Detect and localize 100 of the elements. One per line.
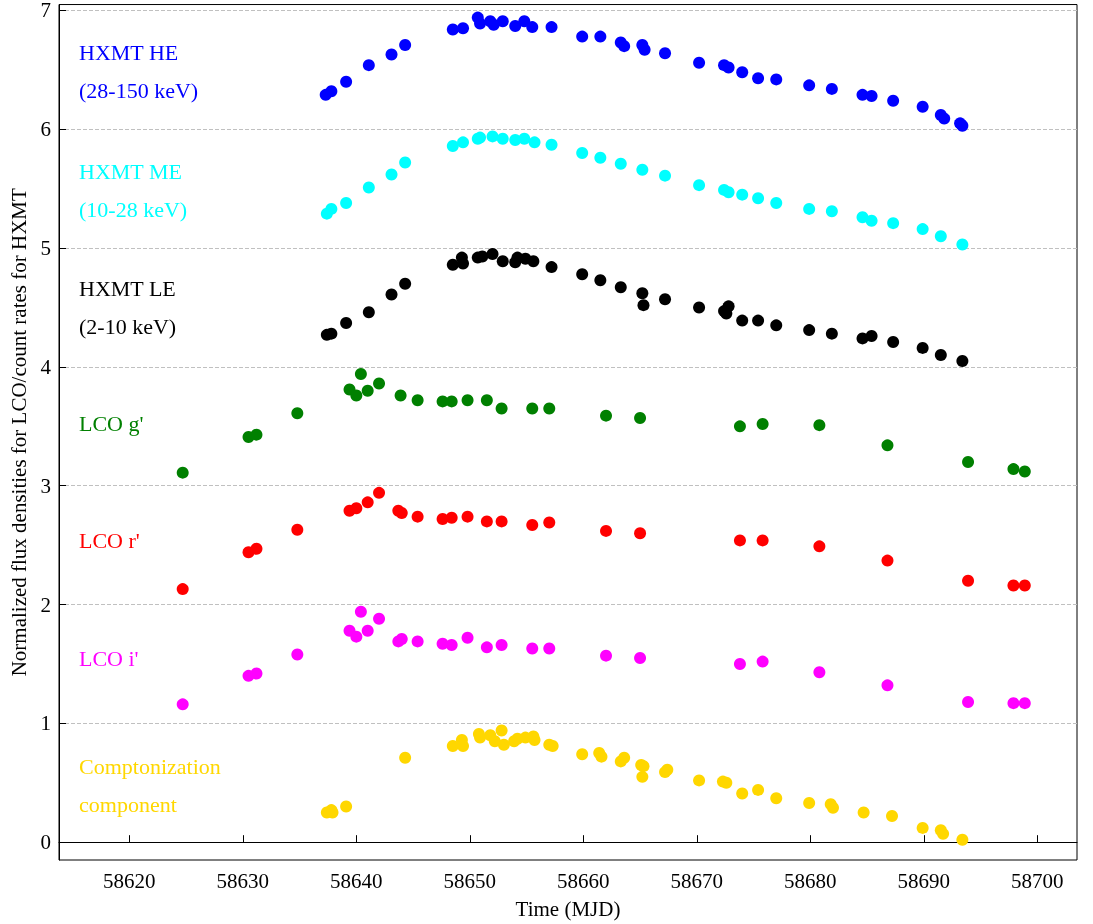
point bbox=[250, 667, 263, 680]
point bbox=[1007, 579, 1020, 592]
point bbox=[457, 22, 470, 35]
point bbox=[373, 486, 386, 499]
point bbox=[350, 389, 363, 402]
point bbox=[496, 132, 509, 145]
point bbox=[614, 157, 627, 170]
x-tick-label: 58680 bbox=[784, 868, 837, 893]
x-tick-label: 58620 bbox=[103, 868, 156, 893]
point bbox=[659, 47, 672, 60]
point bbox=[770, 792, 783, 805]
point bbox=[634, 652, 647, 665]
point bbox=[722, 61, 735, 74]
point bbox=[291, 523, 304, 536]
x-tick-label: 58640 bbox=[330, 868, 383, 893]
point bbox=[526, 518, 539, 531]
point bbox=[373, 377, 386, 390]
point bbox=[916, 100, 929, 113]
point bbox=[373, 612, 386, 625]
point bbox=[545, 21, 558, 34]
point bbox=[445, 638, 458, 651]
point bbox=[543, 516, 556, 529]
point bbox=[813, 419, 826, 432]
point bbox=[637, 299, 650, 312]
point bbox=[803, 796, 816, 809]
point bbox=[693, 774, 706, 787]
point bbox=[461, 631, 474, 644]
point bbox=[1007, 463, 1020, 476]
point bbox=[881, 439, 894, 452]
point bbox=[825, 82, 838, 95]
point bbox=[457, 136, 470, 149]
point bbox=[399, 38, 412, 51]
point bbox=[1007, 697, 1020, 710]
point bbox=[340, 316, 353, 329]
point bbox=[857, 806, 870, 819]
point bbox=[803, 324, 816, 337]
point bbox=[756, 417, 769, 430]
point bbox=[545, 261, 558, 274]
point bbox=[756, 534, 769, 547]
point bbox=[934, 349, 947, 362]
point bbox=[340, 196, 353, 209]
x-tick-label: 58670 bbox=[670, 868, 724, 893]
point bbox=[411, 510, 424, 523]
y-tick-label: 7 bbox=[40, 0, 51, 23]
point bbox=[956, 354, 969, 367]
point bbox=[576, 268, 589, 281]
y-tick-label: 6 bbox=[40, 117, 51, 142]
x-tick-label: 58660 bbox=[557, 868, 610, 893]
point bbox=[497, 738, 510, 751]
point bbox=[496, 15, 509, 28]
point bbox=[340, 800, 353, 813]
point bbox=[752, 192, 765, 205]
point bbox=[825, 327, 838, 340]
point bbox=[752, 314, 765, 327]
point bbox=[733, 534, 746, 547]
point bbox=[527, 255, 540, 268]
point bbox=[361, 384, 374, 397]
point bbox=[480, 394, 493, 407]
point bbox=[736, 188, 749, 201]
text: HXMT HE (28-150 keV) bbox=[79, 40, 199, 104]
point bbox=[325, 85, 338, 98]
point bbox=[486, 248, 499, 261]
point bbox=[461, 394, 474, 407]
point bbox=[962, 574, 975, 587]
x-tick-label: 58690 bbox=[897, 868, 951, 893]
y-tick-label: 5 bbox=[40, 236, 51, 261]
point bbox=[618, 40, 631, 53]
point bbox=[411, 635, 424, 648]
point bbox=[736, 314, 749, 327]
point bbox=[916, 341, 929, 354]
y-tick-label: 4 bbox=[40, 354, 52, 379]
point bbox=[543, 402, 556, 415]
point bbox=[736, 787, 749, 800]
point bbox=[1018, 579, 1031, 592]
point bbox=[736, 66, 749, 79]
text: LCO r' bbox=[79, 528, 140, 554]
x-axis-title: Time (MJD) bbox=[515, 896, 621, 921]
point bbox=[495, 638, 508, 651]
point bbox=[480, 515, 493, 528]
point bbox=[618, 751, 631, 764]
point bbox=[962, 695, 975, 708]
point bbox=[887, 335, 900, 348]
point bbox=[354, 605, 367, 618]
point bbox=[446, 258, 459, 271]
point bbox=[594, 274, 607, 287]
point bbox=[693, 301, 706, 314]
point bbox=[733, 420, 746, 433]
point bbox=[543, 642, 556, 655]
point bbox=[461, 510, 474, 523]
y-tick-label: 2 bbox=[40, 592, 51, 617]
text: Comptonization component bbox=[79, 753, 221, 817]
point bbox=[614, 281, 627, 294]
x-tick-label: 58650 bbox=[443, 868, 497, 893]
point bbox=[881, 679, 894, 692]
point bbox=[526, 21, 539, 34]
point bbox=[250, 428, 263, 441]
point bbox=[518, 132, 531, 145]
point bbox=[825, 205, 838, 218]
point bbox=[509, 19, 522, 32]
point bbox=[594, 151, 607, 164]
